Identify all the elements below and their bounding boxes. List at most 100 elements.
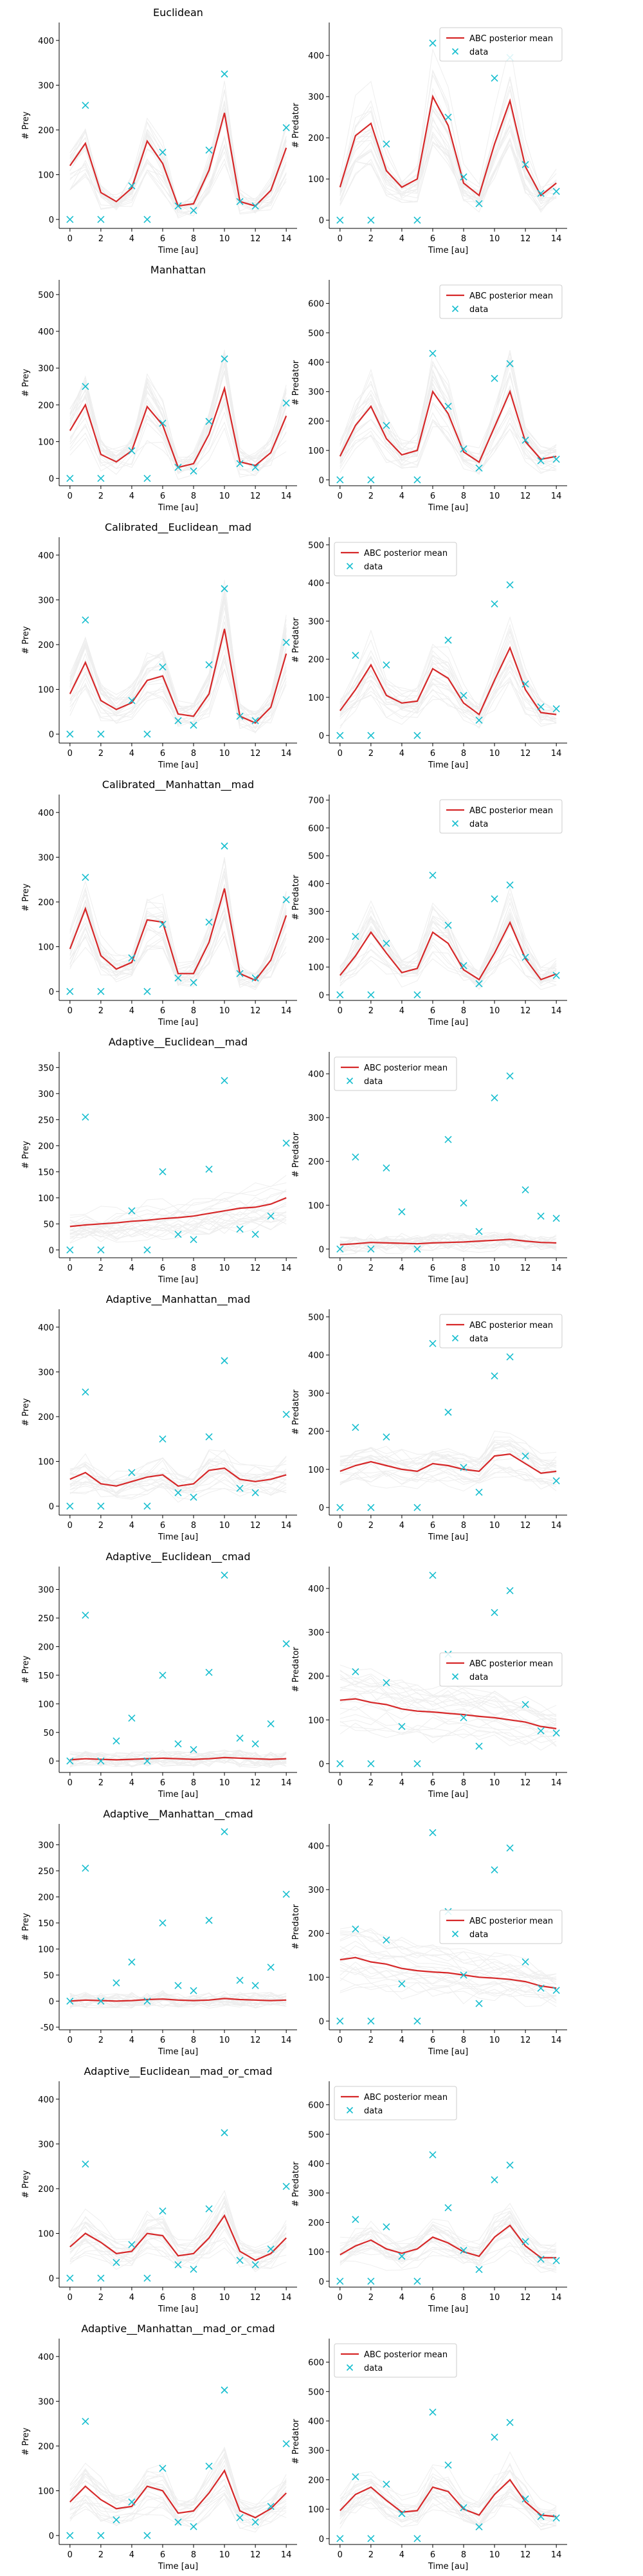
x-axis-label: Time [au] [428, 1018, 468, 1027]
x-tick-label: 10 [489, 492, 500, 501]
sample-line [340, 350, 557, 464]
legend: ABC posterior mean data [439, 284, 563, 319]
data-point-stroke [159, 1671, 167, 1679]
x-tick-label: 8 [191, 2036, 196, 2045]
x-tick-label: 12 [250, 2550, 261, 2560]
data-point [383, 2480, 390, 2488]
posterior-mean-line [69, 1197, 287, 1228]
data-point [66, 475, 74, 483]
y-tick-label: 400 [308, 1585, 324, 1594]
sample-line [340, 1233, 557, 1251]
data-point [82, 2160, 89, 2168]
sample-line [340, 656, 557, 715]
x-tick-label: 0 [338, 1521, 343, 1531]
posterior-samples [69, 80, 287, 219]
sample-line [340, 623, 557, 717]
sample-line [69, 593, 287, 716]
sample-line [69, 638, 287, 723]
x-tick-label: 10 [219, 1006, 230, 1016]
data-point [143, 1997, 151, 2005]
data-point [190, 1493, 197, 1501]
data-point [205, 661, 213, 668]
data-point [190, 1745, 197, 1754]
legend-data-swatch [451, 1930, 459, 1938]
x-tick-label: 0 [68, 1521, 73, 1531]
posterior-mean-line [339, 646, 557, 716]
data-point [143, 216, 151, 223]
sample-line [69, 1992, 287, 2007]
data-point [537, 1727, 545, 1734]
sample-line [340, 677, 557, 728]
x-tick-label: 12 [520, 2550, 531, 2560]
posterior-samples [69, 2190, 287, 2272]
sample-line [340, 2490, 557, 2526]
x-tick-label: 10 [219, 1778, 230, 1788]
y-tick-label: 100 [308, 2248, 324, 2258]
x-tick-label: 6 [430, 1521, 435, 1531]
data-point [205, 2462, 213, 2470]
sample-line [69, 2222, 287, 2270]
data-point-stroke [174, 974, 182, 982]
data-point [174, 1489, 182, 1496]
y-tick-label: 100 [308, 1201, 324, 1211]
sample-line [340, 680, 557, 729]
y-tick-label: 0 [319, 216, 324, 226]
sample-line [340, 1430, 557, 1466]
data-point [537, 703, 545, 711]
sample-line [340, 886, 557, 980]
y-tick-label: 100 [308, 1466, 324, 1475]
data-point [267, 1964, 275, 1971]
sample-line [69, 1211, 287, 1237]
data-point [236, 1976, 244, 1984]
sample-line [340, 886, 557, 973]
chart-title: Adaptive__Manhattan__mad_or_cmad [81, 2323, 275, 2335]
y-tick-label: 400 [308, 2160, 324, 2169]
data-point [413, 2535, 421, 2543]
data-point [97, 730, 105, 738]
sample-line [340, 1234, 557, 1253]
data-point [143, 2274, 151, 2282]
y-tick-label: 300 [308, 93, 324, 102]
data-point-stroke [282, 638, 290, 647]
y-axis-label: # Prey [21, 1913, 31, 1941]
sample-line [340, 1964, 557, 2000]
sample-line [69, 1449, 287, 1486]
x-axis-label: Time [au] [158, 2562, 198, 2571]
data-point [460, 1971, 467, 1979]
x-tick-label: 0 [338, 1264, 343, 1273]
x-tick-label: 6 [430, 2036, 435, 2045]
x-tick-label: 2 [368, 2036, 374, 2045]
sample-line [340, 892, 557, 981]
x-tick-label: 6 [160, 749, 165, 759]
x-tick-label: 4 [399, 2036, 404, 2045]
data-point-stroke [398, 2252, 406, 2260]
posterior-mean-line [340, 1698, 557, 1729]
chart-panel-7: Calibrated__Manhattan__mad 0 100 200 300 400 0… [21, 778, 297, 1027]
data-point-stroke [367, 216, 375, 224]
legend-data-label: data [469, 305, 488, 315]
data-point-stroke [190, 721, 197, 729]
posterior-mean-line [69, 2214, 287, 2261]
x-tick-label: 12 [250, 1778, 261, 1788]
data-point-stroke [521, 161, 529, 169]
sample-line [340, 1697, 557, 1727]
data-point [159, 1671, 167, 1679]
sample-line [340, 2216, 557, 2261]
sample-line [69, 1992, 287, 2009]
data-point-stroke [552, 705, 560, 713]
y-tick-label: 100 [38, 2487, 54, 2497]
data-point-stroke [143, 1997, 151, 2005]
sample-line [340, 2236, 557, 2267]
data-point [97, 2274, 105, 2282]
data-point-stroke [352, 652, 359, 659]
data-point [521, 436, 529, 444]
data-point-stroke [251, 974, 259, 982]
sample-line [69, 1994, 287, 2009]
data-point [460, 2504, 467, 2512]
y-tick-label: 50 [43, 1729, 54, 1738]
x-tick-label: 6 [430, 1264, 435, 1273]
data-point [190, 1236, 197, 1244]
sample-line [69, 1206, 287, 1236]
chart-panel-13: Adaptive__Euclidean__cmad050100150200250… [21, 1550, 297, 1799]
data-point-stroke [143, 2532, 151, 2539]
